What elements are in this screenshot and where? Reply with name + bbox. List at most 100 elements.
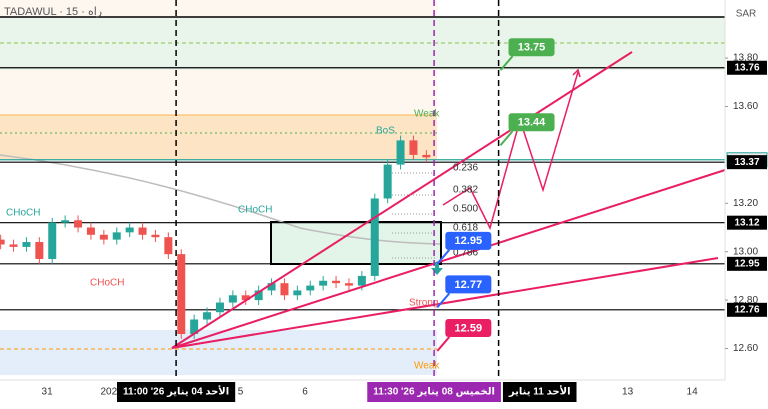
fib-label: 0.786 <box>453 248 478 259</box>
fib-label: 0.236 <box>453 163 478 174</box>
strong-label: Strong <box>409 298 438 309</box>
x-tick-label: 2026 <box>100 387 123 398</box>
time-marker-tag <box>367 382 501 402</box>
candle-body <box>9 244 18 247</box>
target-label: 12.59 <box>455 322 483 334</box>
moving-average <box>0 154 441 245</box>
target-label: 13.44 <box>518 117 546 129</box>
choch-label: CHoCH <box>6 208 40 219</box>
trend-line <box>171 169 726 349</box>
candle-body <box>203 312 212 320</box>
candle-body <box>215 302 224 313</box>
y-tick-label: 12.60 <box>733 343 758 354</box>
price-level-tag <box>727 215 767 230</box>
candle-body <box>319 280 328 286</box>
trend-line <box>171 257 719 349</box>
choch-label: CHoCH <box>238 205 272 216</box>
x-tick-label: 14 <box>687 387 699 398</box>
discount-zone <box>0 330 437 375</box>
target-callout <box>445 231 492 250</box>
callout-pointer <box>499 55 514 71</box>
candle-body <box>125 227 134 233</box>
candle-body <box>35 242 44 259</box>
candle-body <box>332 280 341 284</box>
callout-pointer <box>436 249 451 265</box>
candle-body <box>280 283 289 296</box>
candle-body <box>48 222 57 259</box>
x-tick-label: 6 <box>302 387 308 398</box>
candle-body <box>306 285 315 291</box>
price-level-label: 13.76 <box>734 62 759 73</box>
candle-body <box>254 290 263 301</box>
price-level-label: 13.37 <box>734 157 759 168</box>
callout-pointer <box>436 336 451 352</box>
candle-body <box>86 227 95 235</box>
candle-body <box>99 234 108 240</box>
price-level-label: 13.12 <box>734 217 759 228</box>
price-level-label: 12.95 <box>734 258 759 269</box>
candle-body <box>267 283 276 291</box>
chart-title: TADAWUL · 15 · راه <box>4 6 102 18</box>
callout-pointer <box>499 130 514 146</box>
candle-body <box>138 227 147 235</box>
fib-label: 0.500 <box>453 204 478 215</box>
weak-label: Weak <box>414 361 440 372</box>
fib-label: 0.382 <box>453 185 478 196</box>
candle-body <box>164 237 173 255</box>
currency-label: SAR <box>736 9 757 20</box>
price-level-label: 12.76 <box>734 304 759 315</box>
y-tick-label: 13.80 <box>733 53 758 64</box>
candle-body <box>151 234 160 238</box>
target-label: 12.77 <box>455 279 483 291</box>
candle-body <box>396 140 405 165</box>
candle-body <box>61 220 70 223</box>
callout-pointer <box>436 292 451 309</box>
price-level-tag <box>727 155 767 170</box>
target-callout <box>445 318 492 337</box>
candle-body <box>383 164 392 199</box>
candle-body <box>22 242 31 247</box>
candle-body <box>422 154 431 158</box>
price-level-tag <box>727 256 767 271</box>
price-level-tag <box>727 60 767 75</box>
candle-body <box>74 220 83 228</box>
candle-body <box>344 283 353 286</box>
candle-body <box>370 198 379 276</box>
fib-layer: 0.236 0.382 0.500 0.618 0.786 <box>392 163 478 259</box>
bos-label: BoS <box>376 126 395 137</box>
target-callout <box>508 38 555 57</box>
candle-body <box>409 140 418 155</box>
candle-body <box>0 239 5 245</box>
time-marker-tag <box>116 382 236 402</box>
grid-layer <box>0 67 725 311</box>
target-callout <box>508 113 555 132</box>
candles-layer <box>0 135 431 339</box>
time-marker-label: الأحد 11 يناير <box>508 385 571 398</box>
x-tick-label: 5 <box>238 387 244 398</box>
candle-body <box>357 275 366 286</box>
price-level-tag <box>727 302 767 317</box>
target-callout <box>445 275 492 294</box>
x-tick-label: 31 <box>42 387 54 398</box>
candle-body <box>228 295 237 303</box>
time-marker-label: 11:00 '26 الأحد 04 يناير <box>123 385 229 398</box>
candle-body <box>112 232 121 240</box>
order-block <box>0 115 437 160</box>
candle-body <box>241 295 250 301</box>
overlay-layer: 13.75 13.44 12.95 12.77 12.59 <box>175 0 555 380</box>
projection-arrow <box>572 68 581 78</box>
y-tick-label: 13.20 <box>733 198 758 209</box>
candle-body <box>293 290 302 296</box>
target-label: 12.95 <box>455 235 483 247</box>
fib-label: 0.618 <box>453 223 478 234</box>
time-marker-label: 11:30 '26 الخميس 08 يناير <box>373 387 495 398</box>
x-tick-label: 13 <box>622 387 634 398</box>
target-label: 13.75 <box>518 42 546 54</box>
weak-label: Weak <box>414 109 440 120</box>
y-tick-label: 12.80 <box>733 295 758 306</box>
axes-layer: 12.6012.8013.0013.2013.6013.8013.7613.38… <box>42 53 768 402</box>
candle-body <box>177 254 186 335</box>
y-tick-label: 13.00 <box>733 246 758 257</box>
projection-path <box>442 71 579 231</box>
